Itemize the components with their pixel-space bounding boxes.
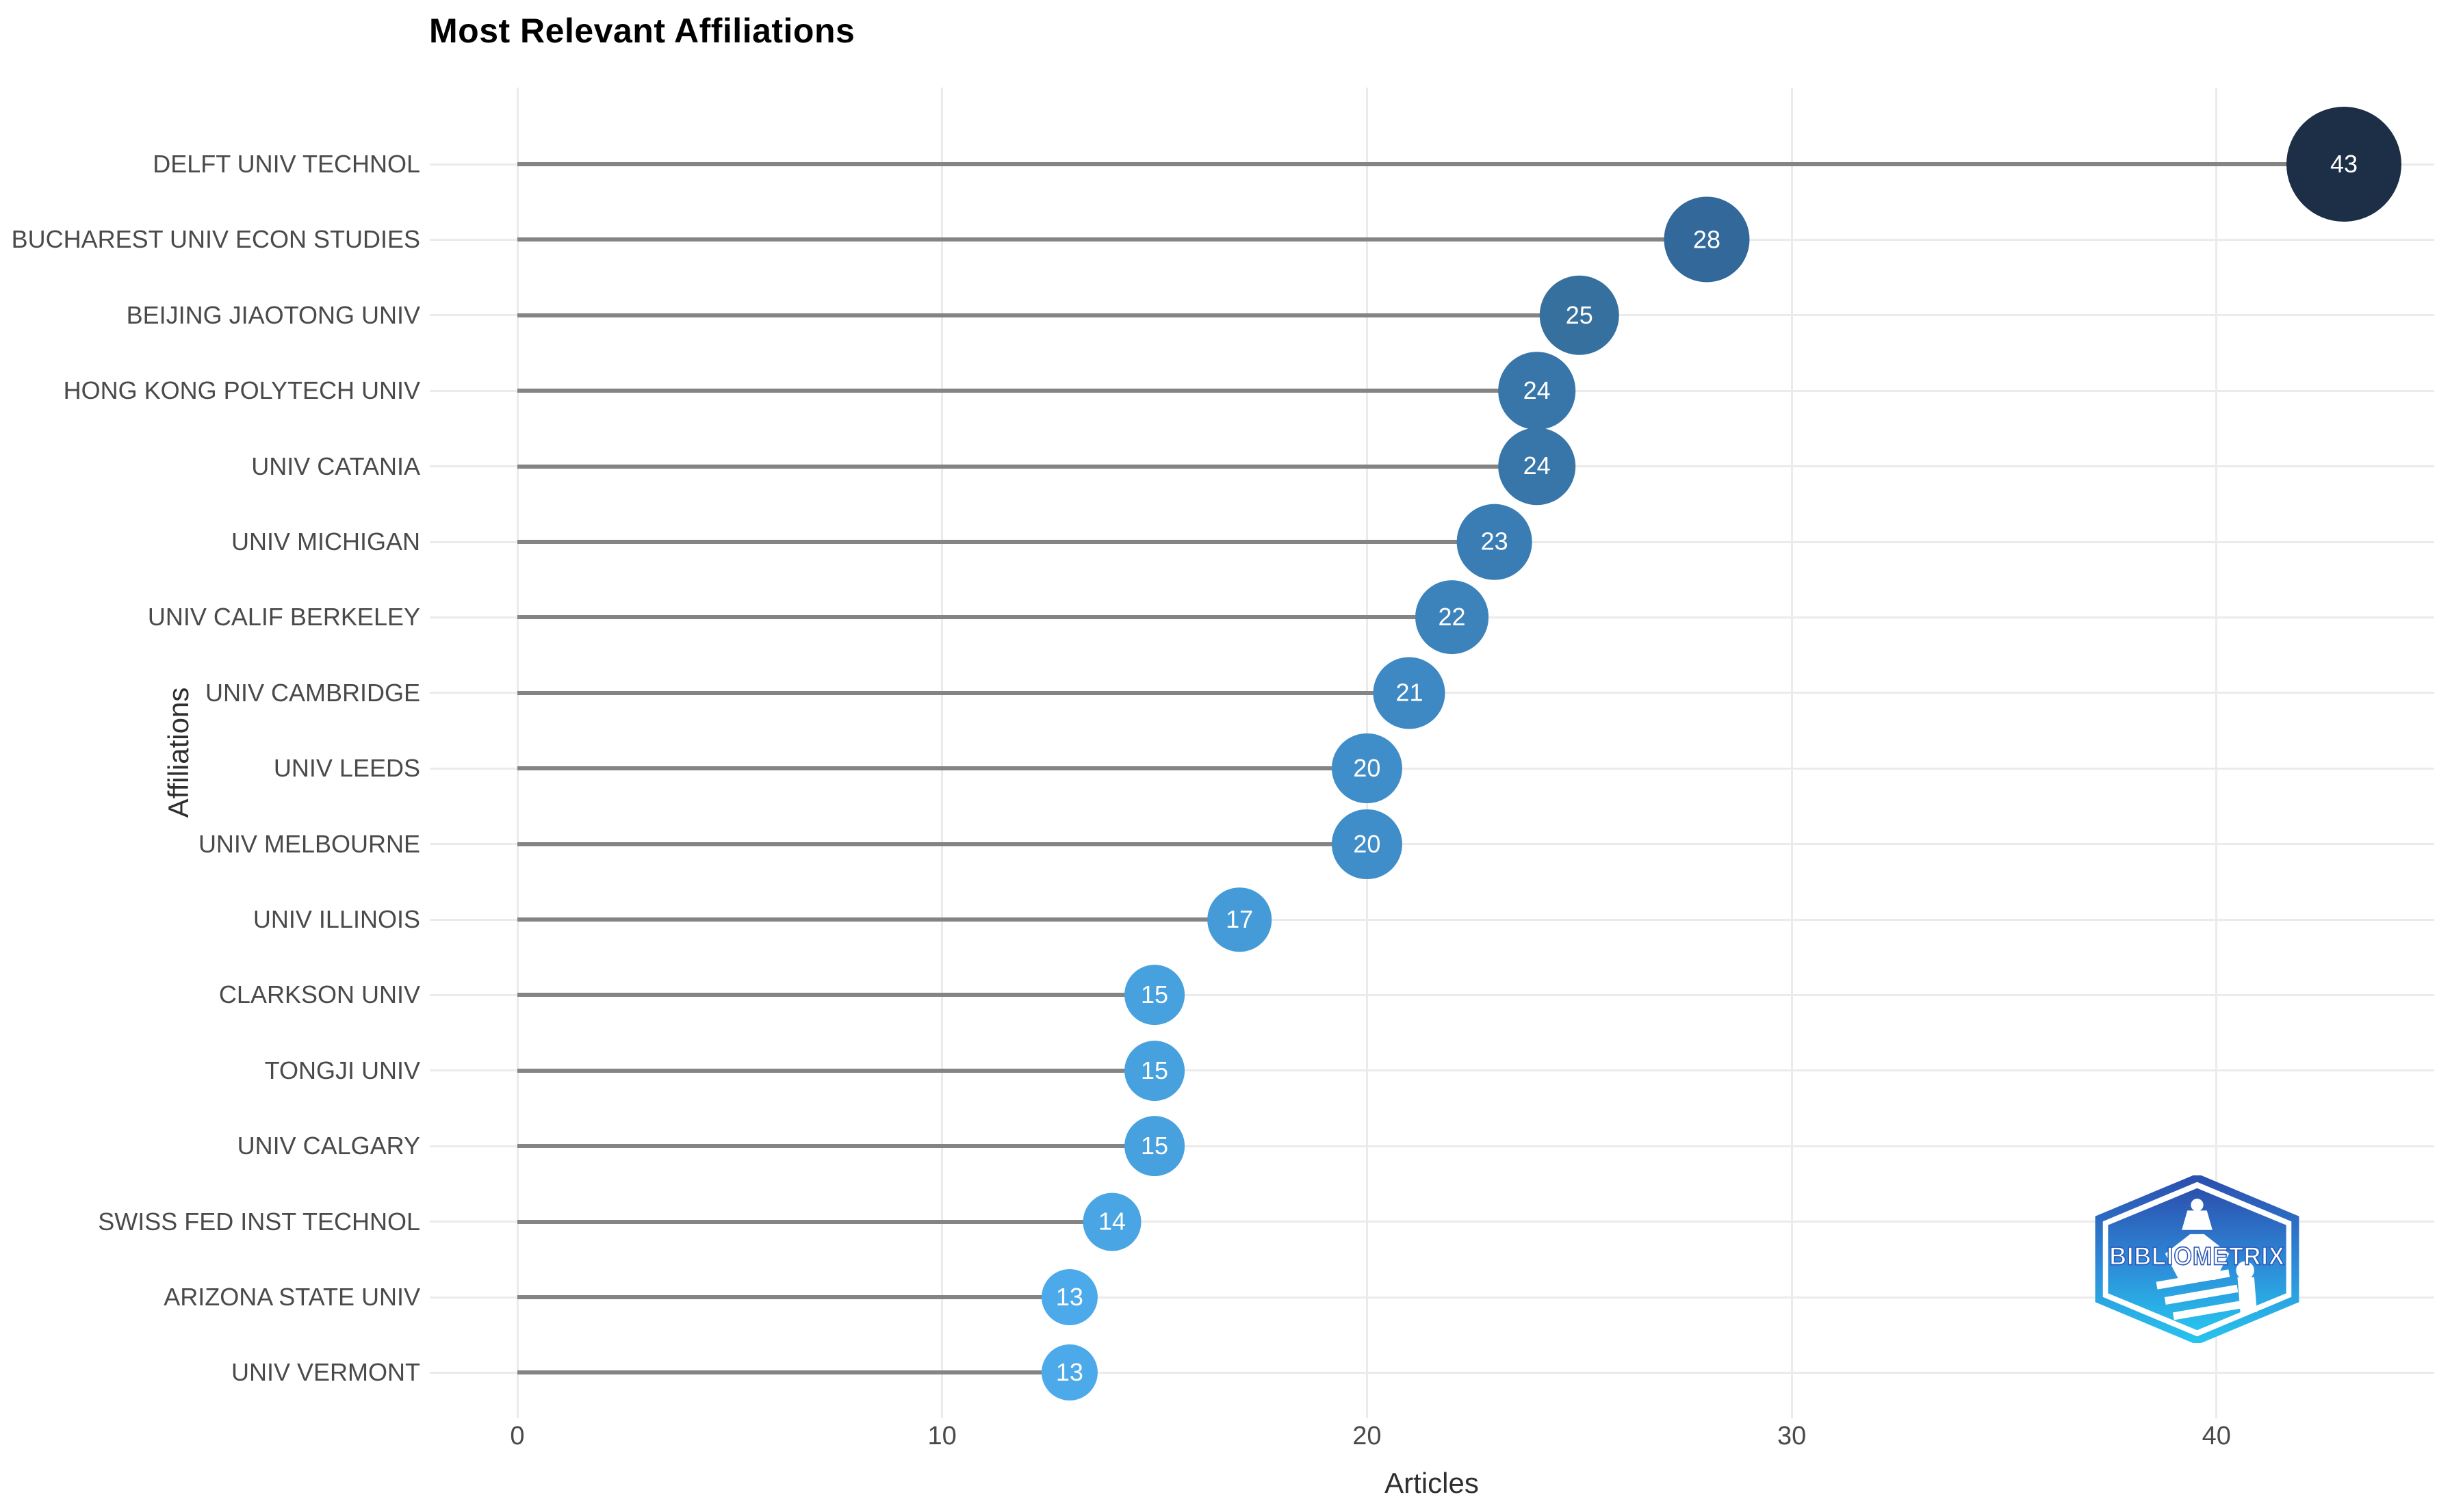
dot-value-label: 24 xyxy=(1523,452,1551,480)
dot-value-label: 43 xyxy=(2330,150,2358,178)
category-label: UNIV MICHIGAN xyxy=(231,527,420,556)
v-gridline xyxy=(2215,88,2218,1418)
lollipop-dot[interactable]: 17 xyxy=(1207,887,1272,952)
h-gridline xyxy=(430,767,2434,770)
lollipop-dot[interactable]: 14 xyxy=(1083,1192,1142,1251)
dot-value-label: 20 xyxy=(1353,754,1381,783)
category-label: ARIZONA STATE UNIV xyxy=(164,1283,420,1311)
category-label: SWISS FED INST TECHNOL xyxy=(98,1207,420,1236)
x-tick-label: 30 xyxy=(1777,1422,1807,1450)
category-label: UNIV MELBOURNE xyxy=(198,829,420,858)
dot-value-label: 22 xyxy=(1438,603,1466,631)
logo-lighthouse-icon xyxy=(2165,1199,2230,1280)
lollipop-stem xyxy=(517,615,1452,620)
h-gridline xyxy=(430,1296,2434,1299)
dot-value-label: 15 xyxy=(1141,1132,1169,1160)
category-label: UNIV LEEDS xyxy=(273,754,420,783)
category-label: UNIV CALIF BERKELEY xyxy=(147,603,420,631)
x-tick-label: 0 xyxy=(510,1422,525,1450)
lollipop-stem xyxy=(517,389,1537,393)
x-tick-label: 20 xyxy=(1352,1422,1382,1450)
category-label: BEIJING JIAOTONG UNIV xyxy=(126,300,420,329)
dot-value-label: 15 xyxy=(1141,1056,1169,1084)
x-axis-title: Articles xyxy=(1384,1467,1479,1499)
lollipop-stem xyxy=(517,766,1367,771)
category-label: DELFT UNIV TECHNOL xyxy=(153,150,420,178)
category-label: HONG KONG POLYTECH UNIV xyxy=(63,376,420,405)
lollipop-stem xyxy=(517,1144,1155,1149)
category-label: UNIV CATANIA xyxy=(251,452,420,480)
lollipop-dot[interactable]: 23 xyxy=(1456,504,1532,580)
lollipop-stem xyxy=(517,1068,1155,1073)
v-gridline xyxy=(941,88,944,1418)
lollipop-stem xyxy=(517,993,1155,998)
dot-value-label: 13 xyxy=(1055,1358,1083,1387)
logo-figure-icon xyxy=(2236,1261,2257,1312)
x-tick-label: 40 xyxy=(2202,1422,2231,1450)
dot-value-label: 28 xyxy=(1692,225,1720,254)
dot-value-label: 17 xyxy=(1226,904,1254,933)
category-label: UNIV ILLINOIS xyxy=(253,905,420,933)
lollipop-dot[interactable]: 15 xyxy=(1124,1040,1185,1101)
lollipop-dot[interactable]: 25 xyxy=(1539,275,1619,356)
lollipop-dot[interactable]: 13 xyxy=(1041,1268,1098,1326)
v-gridline xyxy=(1790,88,1793,1418)
dot-value-label: 20 xyxy=(1353,829,1381,858)
logo-text: BIBLIOMETRIX xyxy=(2109,1242,2284,1270)
h-gridline xyxy=(430,1371,2434,1374)
x-tick-label: 10 xyxy=(927,1422,957,1450)
lollipop-dot[interactable]: 22 xyxy=(1415,580,1489,655)
lollipop-stem xyxy=(517,690,1410,695)
lollipop-stem xyxy=(517,1370,1070,1375)
lollipop-stem xyxy=(517,237,1707,242)
h-gridline xyxy=(430,1145,2434,1147)
lollipop-stem xyxy=(517,313,1579,317)
h-gridline xyxy=(430,1221,2434,1223)
lollipop-stem xyxy=(517,464,1537,469)
category-label: TONGJI UNIV xyxy=(264,1056,420,1084)
dot-value-label: 21 xyxy=(1395,678,1423,707)
dot-value-label: 24 xyxy=(1523,376,1551,405)
lollipop-dot[interactable]: 21 xyxy=(1373,657,1445,729)
lollipop-stem xyxy=(517,1219,1112,1224)
category-label: BUCHAREST UNIV ECON STUDIES xyxy=(11,225,420,254)
category-label: UNIV VERMONT xyxy=(231,1358,420,1387)
category-label: CLARKSON UNIV xyxy=(218,980,420,1009)
h-gridline xyxy=(430,843,2434,846)
lollipop-stem xyxy=(517,917,1240,922)
lollipop-stem xyxy=(517,842,1367,846)
dot-value-label: 15 xyxy=(1141,980,1169,1009)
lollipop-dot[interactable]: 20 xyxy=(1332,733,1402,804)
lollipop-dot[interactable]: 43 xyxy=(2286,106,2402,222)
lollipop-dot[interactable]: 13 xyxy=(1041,1344,1098,1401)
h-gridline xyxy=(430,1069,2434,1072)
h-gridline xyxy=(430,993,2434,996)
category-label: UNIV CALGARY xyxy=(237,1132,420,1160)
lollipop-dot[interactable]: 24 xyxy=(1497,427,1576,506)
lollipop-dot[interactable]: 15 xyxy=(1124,1116,1185,1177)
chart-title: Most Relevant Affiliations xyxy=(429,12,855,50)
lollipop-stem xyxy=(517,1295,1070,1299)
logo-stairs-icon xyxy=(2156,1269,2247,1320)
bibliometrix-logo: BIBLIOMETRIX xyxy=(2095,1175,2299,1343)
lollipop-dot[interactable]: 24 xyxy=(1497,352,1576,430)
lollipop-dot[interactable]: 15 xyxy=(1124,965,1185,1026)
lollipop-stem xyxy=(517,162,2344,166)
dot-value-label: 25 xyxy=(1565,300,1593,329)
dot-value-label: 13 xyxy=(1055,1282,1083,1311)
lollipop-dot[interactable]: 28 xyxy=(1664,196,1750,283)
v-gridline xyxy=(516,88,519,1418)
dot-value-label: 23 xyxy=(1480,527,1508,556)
category-label: UNIV CAMBRIDGE xyxy=(205,678,420,707)
dot-value-label: 14 xyxy=(1098,1207,1126,1236)
lollipop-dot[interactable]: 20 xyxy=(1332,809,1402,879)
h-gridline xyxy=(430,918,2434,921)
lollipop-stem xyxy=(517,540,1495,544)
